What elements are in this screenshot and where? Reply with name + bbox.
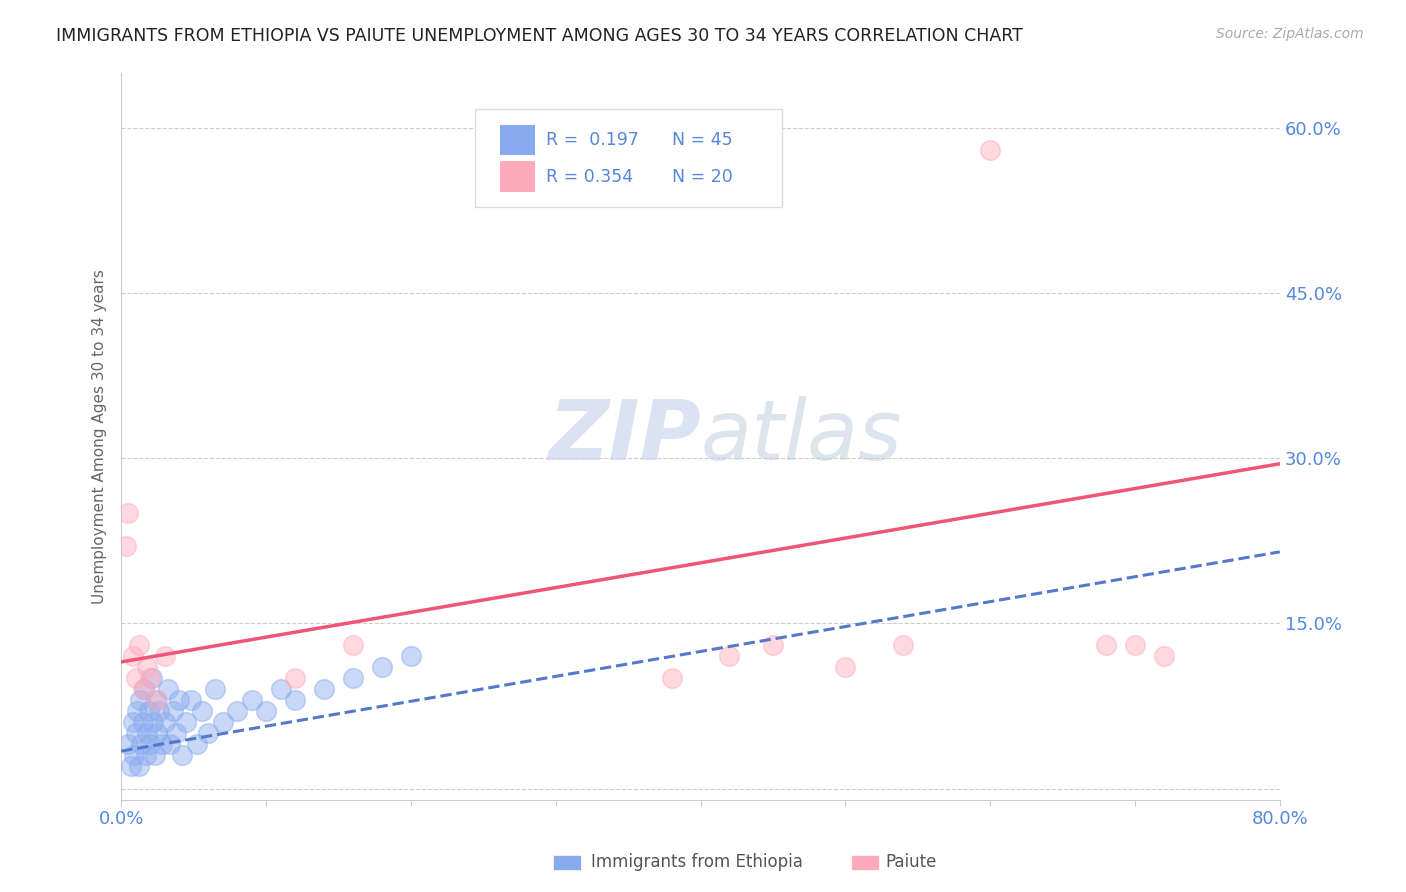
Point: [153, 715, 176, 730]
Text: N = 45: N = 45: [672, 131, 733, 149]
Point: [141, 672, 163, 686]
FancyBboxPatch shape: [501, 161, 534, 192]
Point: [146, 693, 169, 707]
Point: [254, 705, 277, 719]
Point: [1095, 639, 1118, 653]
Point: [342, 639, 364, 653]
Point: [128, 759, 150, 773]
Point: [146, 726, 169, 740]
Point: [132, 715, 155, 730]
Point: [145, 693, 167, 707]
Point: [131, 738, 153, 752]
Point: [117, 738, 139, 752]
Point: [204, 682, 226, 697]
Text: Source: ZipAtlas.com: Source: ZipAtlas.com: [1216, 27, 1364, 41]
Point: [1153, 649, 1175, 664]
Point: [138, 705, 160, 719]
Text: IMMIGRANTS FROM ETHIOPIA VS PAIUTE UNEMPLOYMENT AMONG AGES 30 TO 34 YEARS CORREL: IMMIGRANTS FROM ETHIOPIA VS PAIUTE UNEMP…: [56, 27, 1024, 45]
Point: [114, 539, 136, 553]
Point: [834, 660, 856, 674]
Point: [312, 682, 335, 697]
Point: [136, 660, 159, 674]
Point: [153, 649, 176, 664]
Point: [127, 705, 149, 719]
Point: [132, 682, 155, 697]
Point: [142, 715, 165, 730]
Point: [162, 705, 184, 719]
Point: [117, 506, 139, 520]
Point: [342, 672, 364, 686]
Point: [891, 639, 914, 653]
Point: [125, 726, 148, 740]
Point: [139, 672, 162, 686]
Point: [139, 738, 162, 752]
Point: [240, 693, 263, 707]
Point: [165, 726, 187, 740]
Point: [284, 672, 307, 686]
Point: [226, 705, 249, 719]
Point: [121, 649, 143, 664]
Point: [148, 705, 170, 719]
Point: [270, 682, 292, 697]
Point: [120, 759, 142, 773]
Point: [180, 693, 202, 707]
Point: [135, 748, 157, 763]
Point: [121, 715, 143, 730]
Point: [167, 693, 190, 707]
Point: [661, 672, 683, 686]
Y-axis label: Unemployment Among Ages 30 to 34 years: Unemployment Among Ages 30 to 34 years: [93, 268, 107, 604]
Point: [191, 705, 214, 719]
Point: [134, 682, 156, 697]
Point: [122, 748, 145, 763]
Point: [176, 715, 198, 730]
Text: Paiute: Paiute: [886, 853, 938, 871]
Point: [718, 649, 741, 664]
Point: [1123, 639, 1146, 653]
Point: [129, 693, 152, 707]
Point: [371, 660, 394, 674]
Point: [136, 726, 159, 740]
FancyBboxPatch shape: [475, 110, 782, 208]
Point: [128, 639, 150, 653]
Text: atlas: atlas: [700, 396, 903, 476]
Point: [979, 143, 1001, 157]
Point: [197, 726, 219, 740]
Point: [125, 672, 148, 686]
Point: [156, 682, 179, 697]
Text: ZIP: ZIP: [548, 396, 700, 476]
Point: [143, 748, 166, 763]
FancyBboxPatch shape: [501, 125, 534, 155]
Point: [399, 649, 422, 664]
Point: [159, 738, 181, 752]
Text: R =  0.197: R = 0.197: [547, 131, 640, 149]
Point: [170, 748, 193, 763]
Point: [186, 738, 208, 752]
Point: [284, 693, 307, 707]
Point: [762, 639, 785, 653]
Point: [150, 738, 173, 752]
Text: Immigrants from Ethiopia: Immigrants from Ethiopia: [591, 853, 803, 871]
Text: N = 20: N = 20: [672, 168, 733, 186]
Point: [211, 715, 233, 730]
Text: R = 0.354: R = 0.354: [547, 168, 634, 186]
